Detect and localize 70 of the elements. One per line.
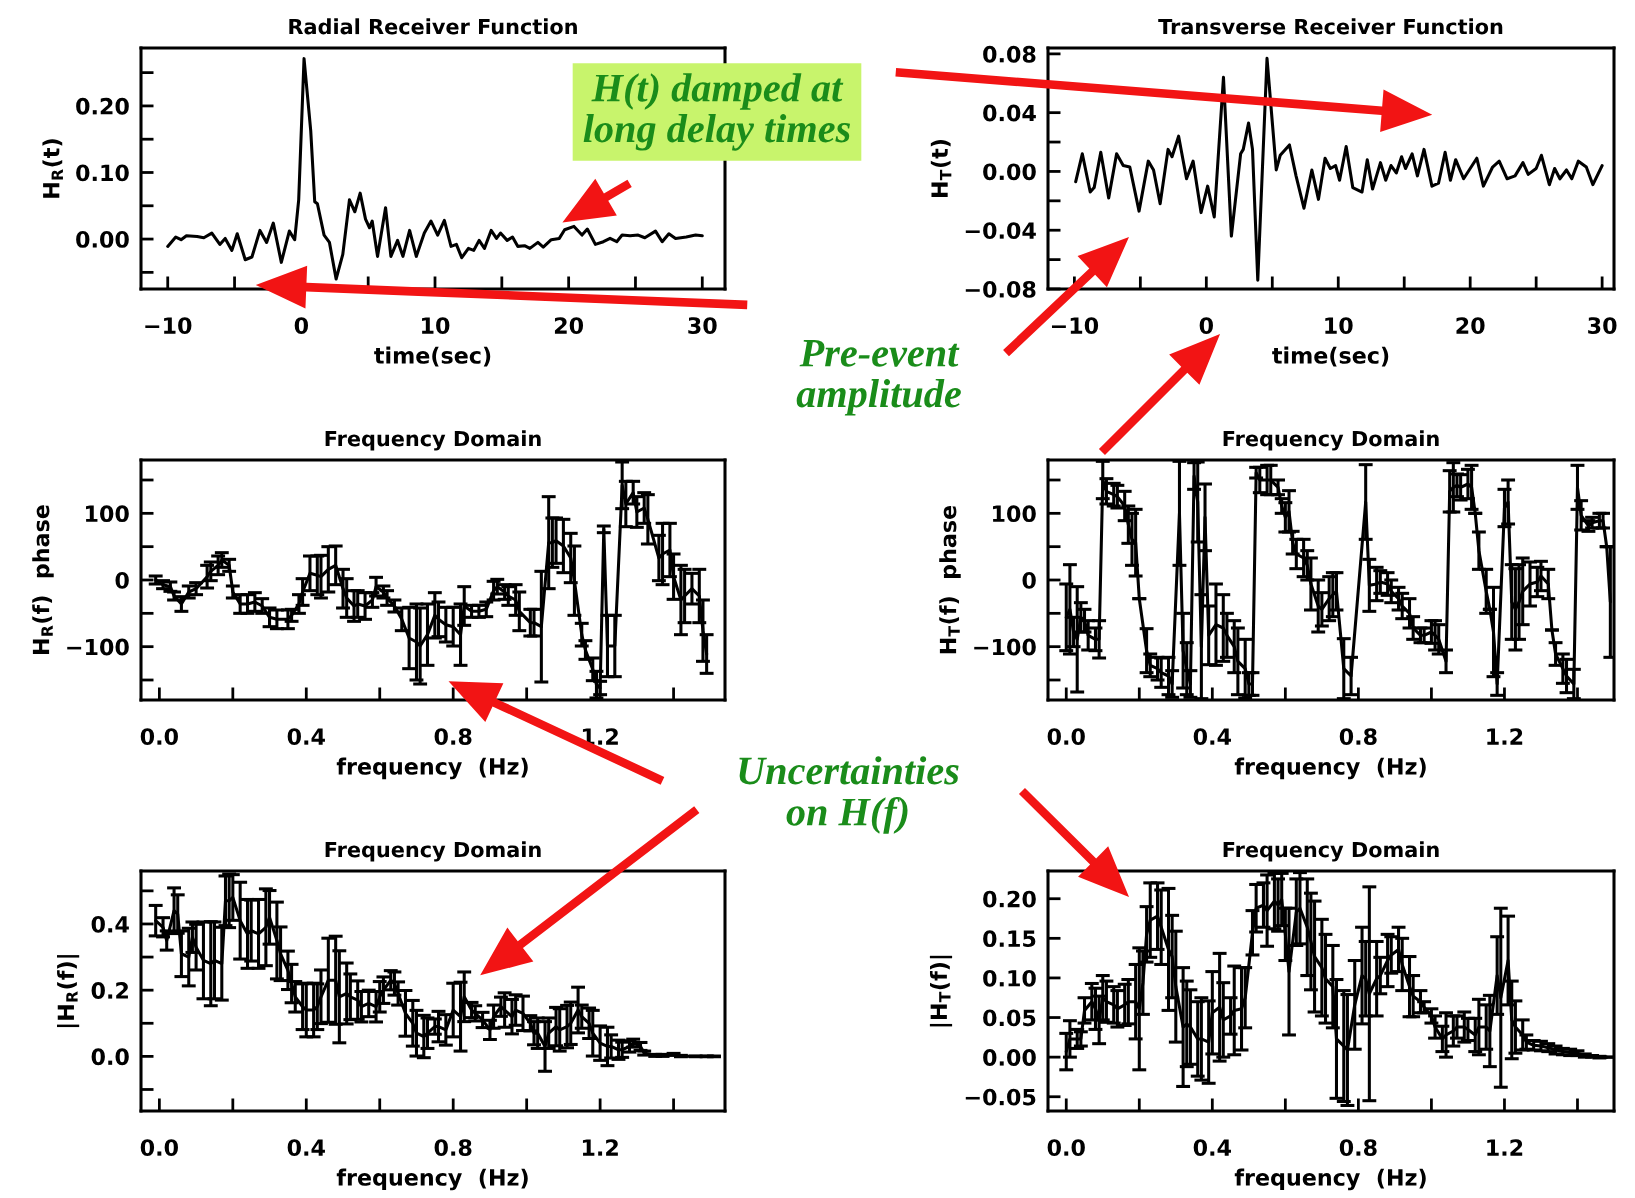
y-axis-title: H$_{R}$(t)	[42, 139, 63, 198]
x-tick-label: 1.2	[582, 1139, 618, 1156]
x-axis-title: frequency (Hz)	[1234, 1168, 1426, 1191]
y-axis-title: H$_{T}$(t)	[930, 140, 952, 198]
y-tick-label: 0	[115, 571, 129, 589]
y-tick-label: −0.08	[965, 280, 1036, 298]
y-tick-label: 100	[993, 505, 1036, 523]
annotation: H(t) damped at long delay times	[583, 73, 851, 151]
x-axis-title: time(sec)	[1272, 346, 1389, 367]
x-tick-label: 20	[1456, 317, 1485, 334]
x-tick-label: 0.8	[1339, 1139, 1377, 1156]
y-axis-title: H$_{R}$(f) phase	[32, 505, 54, 654]
y-tick-label: 0.05	[983, 1009, 1036, 1027]
y-tick-label: 0	[1022, 571, 1036, 589]
y-tick-label: 0.04	[983, 104, 1036, 122]
y-tick-label: 0.00	[983, 1049, 1036, 1066]
y-tick-label: −100	[67, 638, 129, 656]
y-tick-label: 0.4	[91, 915, 129, 933]
x-axis-title: frequency (Hz)	[1234, 757, 1426, 780]
x-tick-label: 0.0	[1047, 1139, 1085, 1156]
y-tick-label: 0.00	[76, 231, 129, 248]
x-tick-label: 30	[688, 317, 717, 334]
chart-title: Frequency Domain	[325, 841, 541, 862]
x-tick-label: 0.0	[140, 1139, 178, 1156]
x-axis-title: frequency (Hz)	[336, 1168, 528, 1191]
x-tick-label: 0.0	[1047, 728, 1085, 745]
x-tick-label: 0	[1199, 317, 1213, 334]
x-tick-label: 0.8	[1339, 728, 1377, 745]
x-tick-label: 0.0	[140, 728, 178, 745]
x-tick-label: 0.4	[1193, 728, 1231, 745]
chart-title: Transverse Receiver Function	[1158, 18, 1503, 35]
x-tick-label: 0.8	[434, 1139, 472, 1156]
y-axis-title: |H$_{R}$(f)|	[56, 955, 80, 1028]
x-axis-title: frequency (Hz)	[336, 757, 528, 780]
chart-title: Frequency Domain	[325, 430, 541, 451]
x-tick-label: 0.4	[287, 728, 325, 745]
y-tick-label: 0.20	[983, 890, 1036, 908]
chart-title: Radial Receiver Function	[289, 18, 577, 35]
y-tick-label: 0.0	[91, 1048, 129, 1066]
x-tick-label: 10	[1325, 317, 1353, 334]
x-tick-label: −10	[145, 317, 192, 334]
x-tick-label: 1.2	[1487, 728, 1523, 745]
x-tick-label: 0.8	[434, 728, 472, 745]
x-tick-label: 0.4	[1193, 1139, 1231, 1156]
y-tick-label: −0.04	[965, 222, 1036, 239]
text: Uncertainties on H(f)	[739, 756, 959, 834]
y-tick-label: 0.2	[91, 982, 128, 999]
y-tick-label: 0.08	[983, 45, 1036, 63]
chart-title: Frequency Domain	[1223, 841, 1439, 862]
y-tick-label: −100	[974, 638, 1036, 656]
x-tick-label: 10	[422, 317, 450, 334]
y-axis-title: |H$_{T}$(f)|	[929, 955, 953, 1027]
y-tick-label: 0.10	[76, 164, 129, 182]
x-tick-label: 1.2	[1487, 1139, 1523, 1156]
y-tick-label: 0.10	[983, 969, 1036, 987]
chart-title: Frequency Domain	[1223, 430, 1439, 451]
x-axis-title: time(sec)	[374, 346, 491, 367]
y-tick-label: 100	[86, 505, 129, 523]
y-tick-label: 0.20	[76, 97, 129, 115]
text: Pre-event amplitude	[796, 339, 961, 416]
y-axis-title: H$_{T}$(f) phase	[939, 505, 961, 654]
x-tick-label: 20	[554, 317, 584, 334]
x-tick-label: 0	[294, 317, 309, 334]
y-tick-label: −0.05	[965, 1088, 1036, 1106]
line-series	[1074, 56, 1604, 282]
y-tick-label: 0.15	[983, 930, 1036, 948]
x-tick-label: −10	[1051, 317, 1099, 334]
y-tick-label: 0.00	[983, 163, 1036, 181]
x-tick-label: 30	[1588, 317, 1617, 334]
x-tick-label: 0.4	[287, 1139, 325, 1156]
